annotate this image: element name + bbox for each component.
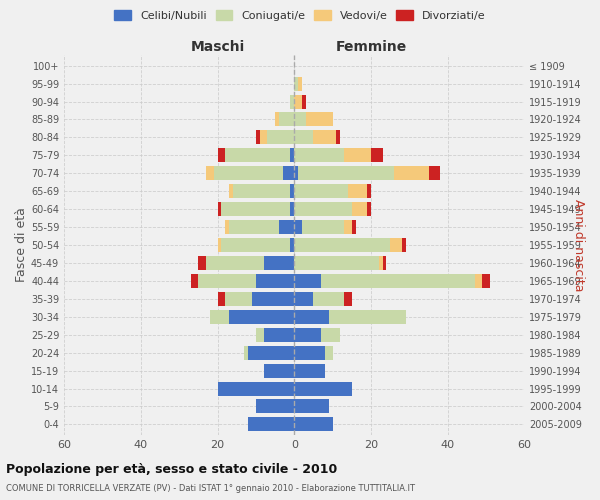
- Bar: [218, 148, 225, 162]
- Bar: [206, 256, 263, 270]
- Bar: [229, 184, 233, 198]
- Bar: [290, 238, 294, 252]
- Bar: [294, 184, 348, 198]
- Bar: [294, 400, 329, 413]
- Bar: [248, 346, 294, 360]
- Bar: [229, 220, 279, 234]
- Bar: [225, 148, 290, 162]
- Bar: [298, 76, 302, 90]
- Bar: [214, 166, 283, 180]
- Bar: [294, 94, 302, 108]
- Bar: [482, 274, 490, 288]
- Bar: [199, 256, 206, 270]
- Bar: [229, 310, 294, 324]
- Bar: [206, 166, 214, 180]
- Bar: [221, 202, 290, 216]
- Y-axis label: Fasce di età: Fasce di età: [15, 208, 28, 282]
- Bar: [302, 94, 306, 108]
- Bar: [298, 166, 394, 180]
- Bar: [475, 274, 482, 288]
- Bar: [294, 418, 332, 432]
- Bar: [256, 274, 294, 288]
- Bar: [367, 184, 371, 198]
- Bar: [221, 238, 290, 252]
- Text: COMUNE DI TORRICELLA VERZATE (PV) - Dati ISTAT 1° gennaio 2010 - Elaborazione TU: COMUNE DI TORRICELLA VERZATE (PV) - Dati…: [6, 484, 415, 493]
- Bar: [294, 346, 325, 360]
- Bar: [290, 184, 294, 198]
- Bar: [294, 292, 313, 306]
- Bar: [290, 148, 294, 162]
- Bar: [294, 148, 344, 162]
- Bar: [294, 166, 298, 180]
- Bar: [268, 130, 294, 144]
- Bar: [294, 76, 298, 90]
- Bar: [199, 274, 256, 288]
- Text: Popolazione per età, sesso e stato civile - 2010: Popolazione per età, sesso e stato civil…: [6, 462, 337, 475]
- Bar: [394, 166, 428, 180]
- Bar: [383, 256, 386, 270]
- Bar: [263, 328, 294, 342]
- Bar: [290, 94, 294, 108]
- Bar: [191, 274, 199, 288]
- Bar: [294, 382, 352, 396]
- Bar: [279, 112, 294, 126]
- Bar: [256, 328, 263, 342]
- Bar: [279, 220, 294, 234]
- Bar: [218, 202, 221, 216]
- Bar: [321, 274, 475, 288]
- Bar: [275, 112, 279, 126]
- Bar: [218, 382, 294, 396]
- Bar: [263, 364, 294, 378]
- Bar: [218, 238, 221, 252]
- Bar: [367, 202, 371, 216]
- Bar: [290, 202, 294, 216]
- Bar: [256, 130, 260, 144]
- Bar: [344, 292, 352, 306]
- Bar: [244, 346, 248, 360]
- Text: Femmine: Femmine: [335, 40, 407, 54]
- Bar: [210, 310, 229, 324]
- Bar: [390, 238, 401, 252]
- Bar: [294, 364, 325, 378]
- Bar: [294, 238, 390, 252]
- Bar: [294, 328, 321, 342]
- Bar: [352, 202, 367, 216]
- Text: Maschi: Maschi: [190, 40, 245, 54]
- Bar: [313, 292, 344, 306]
- Bar: [344, 148, 371, 162]
- Bar: [344, 220, 352, 234]
- Bar: [428, 166, 440, 180]
- Bar: [283, 166, 294, 180]
- Bar: [294, 310, 329, 324]
- Bar: [225, 220, 229, 234]
- Bar: [325, 346, 332, 360]
- Bar: [337, 130, 340, 144]
- Legend: Celibi/Nubili, Coniugati/e, Vedovi/e, Divorziati/e: Celibi/Nubili, Coniugati/e, Vedovi/e, Di…: [110, 6, 490, 25]
- Bar: [321, 328, 340, 342]
- Bar: [379, 256, 383, 270]
- Bar: [371, 148, 383, 162]
- Bar: [233, 184, 290, 198]
- Bar: [294, 256, 379, 270]
- Bar: [252, 292, 294, 306]
- Bar: [302, 220, 344, 234]
- Bar: [306, 112, 332, 126]
- Bar: [294, 130, 313, 144]
- Bar: [263, 256, 294, 270]
- Bar: [352, 220, 356, 234]
- Bar: [329, 310, 406, 324]
- Bar: [248, 418, 294, 432]
- Bar: [313, 130, 337, 144]
- Bar: [260, 130, 268, 144]
- Bar: [348, 184, 367, 198]
- Bar: [401, 238, 406, 252]
- Bar: [294, 274, 321, 288]
- Y-axis label: Anni di nascita: Anni di nascita: [572, 199, 585, 292]
- Bar: [294, 202, 352, 216]
- Bar: [294, 112, 306, 126]
- Bar: [225, 292, 252, 306]
- Bar: [256, 400, 294, 413]
- Bar: [218, 292, 225, 306]
- Bar: [294, 220, 302, 234]
